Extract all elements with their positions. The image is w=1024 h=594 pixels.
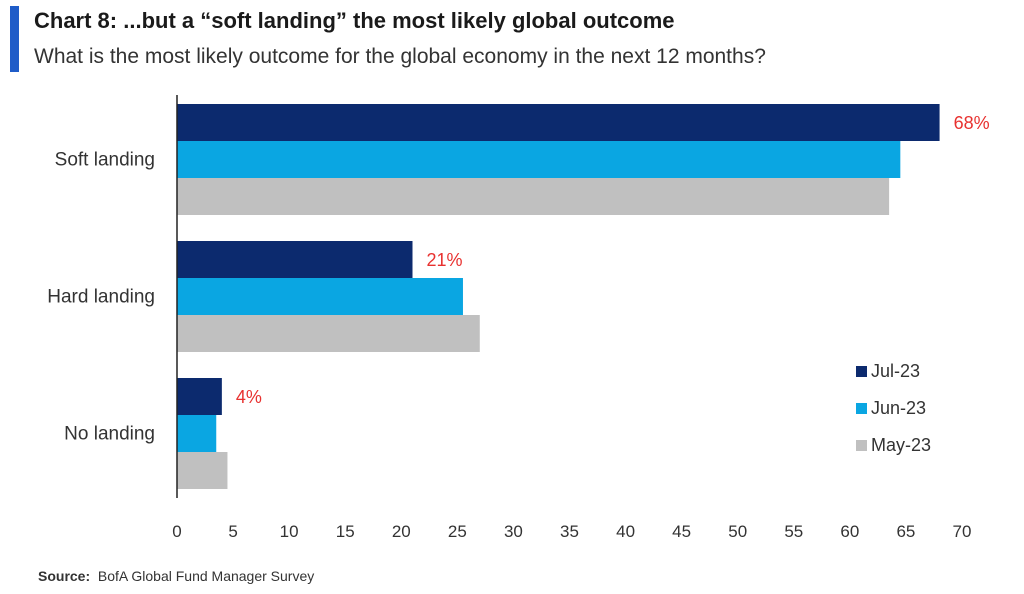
x-tick-label: 30 bbox=[504, 522, 523, 541]
x-axis-ticks: 0 5 10 15 20 25 30 35 40 45 50 55 60 65 70 bbox=[172, 522, 971, 541]
bar-no-landing-may-23 bbox=[177, 452, 228, 489]
bar-soft-landing-may-23 bbox=[177, 178, 890, 215]
legend-swatch-jul-23 bbox=[856, 366, 867, 377]
x-tick-label: 20 bbox=[392, 522, 411, 541]
legend-swatch-jun-23 bbox=[856, 403, 867, 414]
bar-soft-landing-jul-23 bbox=[177, 104, 940, 141]
x-tick-label: 0 bbox=[172, 522, 181, 541]
x-tick-label: 45 bbox=[672, 522, 691, 541]
category-label: Hard landing bbox=[47, 287, 155, 308]
chart-title: Chart 8: ...but a “soft landing” the mos… bbox=[34, 8, 675, 33]
bars-group bbox=[177, 104, 940, 489]
x-tick-label: 55 bbox=[784, 522, 803, 541]
source-text: BofA Global Fund Manager Survey bbox=[97, 568, 315, 584]
bar-soft-landing-jun-23 bbox=[177, 141, 901, 178]
bar-no-landing-jul-23 bbox=[177, 378, 222, 415]
x-tick-label: 15 bbox=[336, 522, 355, 541]
legend-label: Jun-23 bbox=[871, 398, 926, 418]
x-tick-label: 65 bbox=[896, 522, 915, 541]
category-labels: Soft landing Hard landing No landing bbox=[47, 150, 155, 445]
legend-label: May-23 bbox=[871, 435, 931, 455]
x-tick-label: 5 bbox=[228, 522, 237, 541]
x-tick-label: 60 bbox=[840, 522, 859, 541]
legend: Jul-23 Jun-23 May-23 bbox=[856, 361, 931, 455]
chart-subtitle: What is the most likely outcome for the … bbox=[34, 45, 766, 68]
x-tick-label: 70 bbox=[953, 522, 972, 541]
x-tick-label: 35 bbox=[560, 522, 579, 541]
legend-swatch-may-23 bbox=[856, 440, 867, 451]
x-tick-label: 50 bbox=[728, 522, 747, 541]
bar-no-landing-jun-23 bbox=[177, 415, 217, 452]
title-accent-bar bbox=[10, 6, 19, 72]
data-label: 68% bbox=[954, 113, 990, 133]
category-label: Soft landing bbox=[55, 150, 155, 171]
source-label: Source: bbox=[38, 568, 91, 584]
category-label: No landing bbox=[64, 424, 155, 445]
x-tick-label: 40 bbox=[616, 522, 635, 541]
data-labels: 68% 21% 4% bbox=[236, 113, 990, 407]
data-label: 4% bbox=[236, 387, 262, 407]
data-label: 21% bbox=[427, 250, 463, 270]
source-note: Source: BofA Global Fund Manager Survey bbox=[38, 568, 314, 584]
bar-hard-landing-may-23 bbox=[177, 315, 480, 352]
bar-hard-landing-jul-23 bbox=[177, 241, 413, 278]
x-tick-label: 25 bbox=[448, 522, 467, 541]
bar-hard-landing-jun-23 bbox=[177, 278, 463, 315]
x-tick-label: 10 bbox=[280, 522, 299, 541]
legend-label: Jul-23 bbox=[871, 361, 920, 381]
